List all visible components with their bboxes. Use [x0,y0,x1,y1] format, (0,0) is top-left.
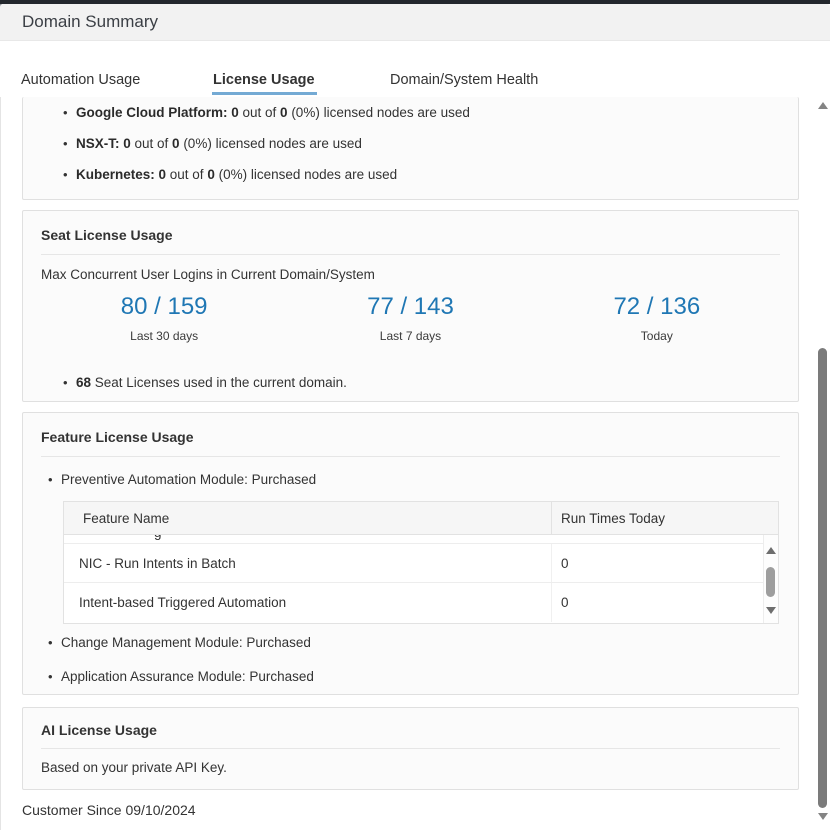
node-usage-item: Kubernetes: 0 out of 0 (0%) licensed nod… [63,166,780,183]
main-scrollbar[interactable] [817,97,829,828]
table-row-clipped: g [64,535,778,544]
node-usage-item: NSX-T: 0 out of 0 (0%) licensed nodes ar… [63,135,780,152]
modules-after-list: Change Management Module: Purchased Appl… [41,634,780,685]
divider [41,456,780,457]
seat-license-usage-card: Seat License Usage Max Concurrent User L… [22,210,799,402]
tab-item[interactable]: License Usage [212,72,317,95]
background-top-strip [0,0,830,4]
module-item: Preventive Automation Module: Purchased [48,471,780,488]
node-license-usage-card: Google Cloud Platform: 0 out of 0 (0%) l… [22,97,799,200]
scroll-down-icon[interactable] [818,813,828,820]
dialog-header: Domain Summary [0,4,830,41]
modules-before-list: Preventive Automation Module: Purchased [41,471,780,488]
column-header-feature-name: Feature Name [83,510,170,526]
feature-license-usage-card: Feature License Usage Preventive Automat… [22,412,799,695]
seat-stat-label: Last 7 days [379,329,442,343]
main-scrollbar-thumb[interactable] [818,348,827,808]
tab-label: Domain/System Health [390,72,539,88]
divider [41,748,780,749]
customer-since-label: Customer Since 09/10/2024 [22,802,196,818]
table-scrollbar[interactable] [763,535,778,623]
tab-label: Automation Usage [21,72,141,88]
run-times-cell: 0 [551,583,778,622]
column-header-run-times-today: Run Times Today [551,502,778,534]
scroll-down-icon[interactable] [766,607,776,614]
feature-table-header: Feature Name Run Times Today [64,502,778,535]
table-scrollbar-thumb[interactable] [766,567,775,597]
ai-card-body: Based on your private API Key. [41,760,227,775]
ai-license-usage-card: AI License Usage Based on your private A… [22,707,799,790]
seat-stat-value: 77 / 143 [367,293,454,320]
scroll-up-icon[interactable] [766,547,776,554]
table-row: Intent-based Triggered Automation 0 [64,583,778,622]
seat-subtitle: Max Concurrent User Logins in Current Do… [41,267,375,282]
tab-label: License Usage [213,72,315,88]
seat-usage-note: 68 Seat Licenses used in the current dom… [63,374,780,391]
module-item: Change Management Module: Purchased [48,634,780,651]
feature-name-cell: Intent-based Triggered Automation [79,595,287,610]
seat-stats-row: 80 / 159 Last 30 days 77 / 143 Last 7 da… [41,293,780,344]
node-usage-item: Google Cloud Platform: 0 out of 0 (0%) l… [63,104,780,121]
scroll-up-icon[interactable] [818,102,828,109]
seat-stat: 77 / 143 Last 7 days [287,293,533,344]
seat-stat: 72 / 136 Today [534,293,780,344]
table-row: NIC - Run Intents in Batch 0 [64,544,778,583]
clipped-row-fragment: g [154,535,162,540]
seat-stat-value: 72 / 136 [613,293,701,320]
feature-card-title: Feature License Usage [41,429,194,445]
seat-stat-label: Last 30 days [130,329,199,343]
scroll-viewport[interactable]: Google Cloud Platform: 0 out of 0 (0%) l… [0,97,818,793]
tab-item[interactable]: Automation Usage [21,72,140,88]
left-edge-line [0,60,1,830]
feature-table-body[interactable]: g NIC - Run Intents in Batch 0 Intent-ba… [64,535,778,623]
seat-card-title: Seat License Usage [41,227,173,243]
seat-stat-label: Today [640,329,673,343]
module-item: Application Assurance Module: Purchased [48,668,780,685]
tab-bar: Automation Usage License Usage Domain/Sy… [0,41,830,97]
tab-item[interactable]: Domain/System Health [390,72,538,88]
seat-stat: 80 / 159 Last 30 days [41,293,287,344]
ai-card-title: AI License Usage [41,722,157,738]
divider [41,254,780,255]
seat-stat-value: 80 / 159 [120,293,208,320]
run-times-cell: 0 [551,544,778,582]
feature-rows: NIC - Run Intents in Batch 0 Intent-base… [64,544,778,622]
feature-table: Feature Name Run Times Today g NIC - Run… [63,501,779,624]
dialog-title: Domain Summary [22,12,159,31]
feature-name-cell: NIC - Run Intents in Batch [79,555,236,571]
